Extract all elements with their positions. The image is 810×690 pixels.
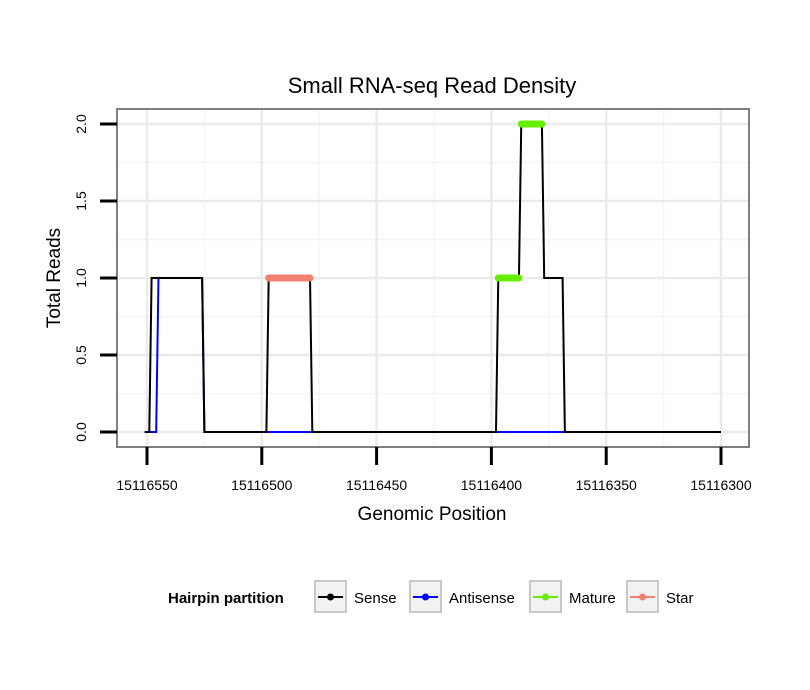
y-axis: 0.0 0.5 1.0 1.5 2.0 bbox=[73, 114, 117, 442]
y-tick-label: 1.5 bbox=[73, 191, 89, 211]
y-tick-label: 0.0 bbox=[73, 422, 89, 442]
x-tick-label: 15116450 bbox=[346, 477, 407, 493]
x-tick-label: 15116350 bbox=[576, 477, 637, 493]
legend-key-point bbox=[639, 593, 646, 601]
legend-label-mature: Mature bbox=[569, 590, 616, 607]
legend-key-point bbox=[327, 593, 334, 601]
x-axis: 15116550 15116500 15116450 15116400 15116350… bbox=[116, 447, 752, 493]
legend-key-point bbox=[422, 593, 429, 601]
y-tick-label: 1.0 bbox=[73, 268, 89, 288]
x-axis-title: Genomic Position bbox=[358, 504, 507, 525]
x-tick-label: 15116550 bbox=[116, 477, 177, 493]
x-tick-label: 15116300 bbox=[690, 477, 751, 493]
y-axis-title: Total Reads bbox=[44, 228, 65, 328]
legend-key-point bbox=[542, 593, 549, 601]
x-tick-label: 15116500 bbox=[231, 477, 292, 493]
x-tick-label: 15116400 bbox=[461, 477, 522, 493]
legend-label-antisense: Antisense bbox=[449, 590, 515, 607]
series-layer bbox=[144, 120, 721, 433]
y-tick-label: 2.0 bbox=[73, 114, 89, 134]
legend-label-star: Star bbox=[666, 590, 694, 607]
legend-label-sense: Sense bbox=[354, 590, 397, 607]
series-sense-line bbox=[144, 123, 721, 433]
y-tick-label: 0.5 bbox=[73, 345, 89, 365]
chart-title: Small RNA-seq Read Density bbox=[288, 73, 577, 98]
legend: Hairpin partition Sense Antisense Mature St… bbox=[168, 580, 694, 613]
legend-title: Hairpin partition bbox=[168, 590, 284, 607]
